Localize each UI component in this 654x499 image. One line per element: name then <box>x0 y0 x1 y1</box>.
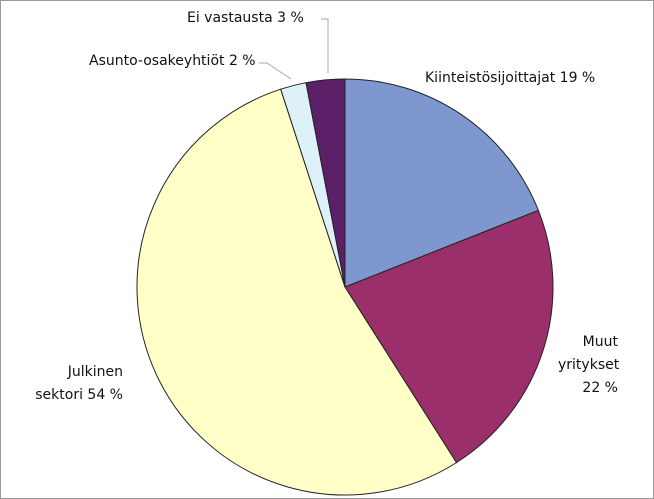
slice-label: Julkinen sektori 54 % <box>17 361 123 407</box>
slice-label: Asunto-osakeyhtiöt 2 % <box>89 50 256 73</box>
slice-label: Kiinteistösijoittajat 19 % <box>425 67 595 90</box>
pie-slice <box>344 209 554 464</box>
category-label: Julkinen sektori <box>35 364 123 403</box>
leader-line <box>259 62 292 80</box>
pie-slice <box>305 78 346 288</box>
category-label: Asunto-osakeyhtiöt <box>89 53 225 69</box>
value-label: 3 % <box>277 10 304 26</box>
leader-line <box>321 18 329 73</box>
value-label: 54 % <box>87 387 123 403</box>
value-label: 2 % <box>228 53 256 69</box>
slice-label: Ei vastausta 3 % <box>187 7 304 30</box>
pie-slice <box>136 88 458 496</box>
category-label: Kiinteistösijoittajat <box>425 70 556 86</box>
value-label: 22 % <box>582 380 618 396</box>
category-label: Muut yritykset <box>558 334 620 373</box>
slice-label: Muut yritykset 22 % <box>558 331 620 400</box>
category-label: Ei vastausta <box>187 10 273 26</box>
pie-slice <box>344 78 540 288</box>
value-label: 19 % <box>559 70 596 86</box>
